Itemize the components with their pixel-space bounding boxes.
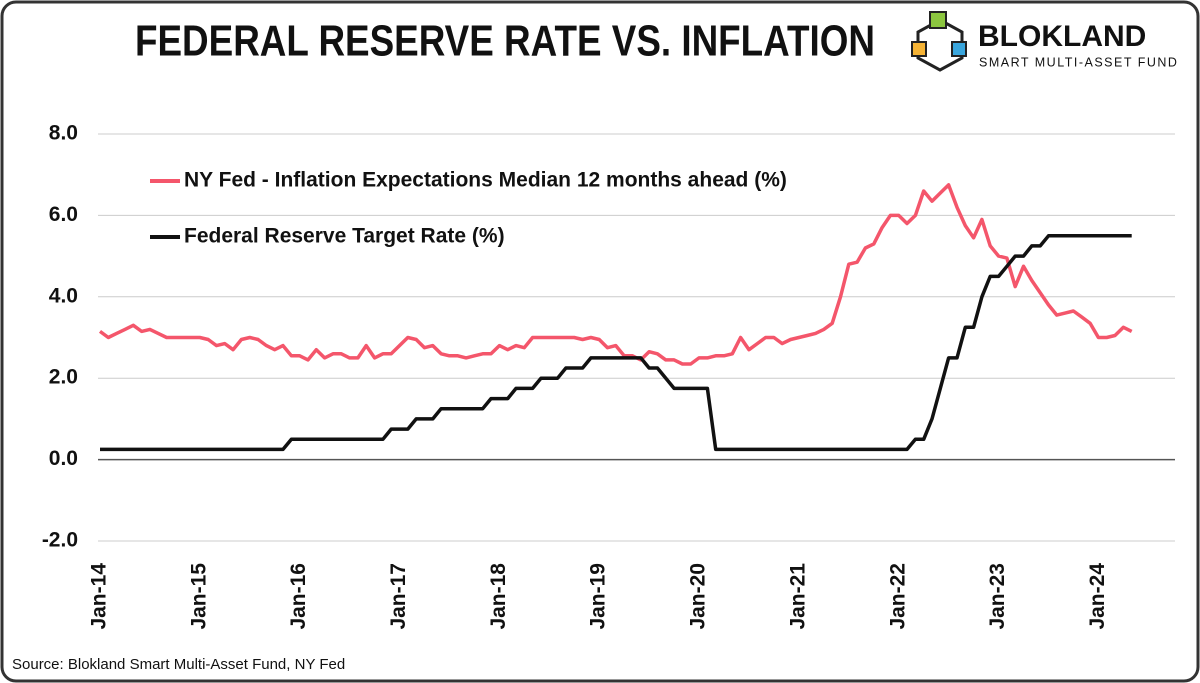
y-tick-label: -2.0 xyxy=(42,529,78,552)
series-line xyxy=(100,234,1132,452)
x-tick-label: Jan-23 xyxy=(986,563,1009,630)
x-tick-label: Jan-22 xyxy=(886,563,909,630)
x-tick-label: Jan-24 xyxy=(1086,563,1109,630)
x-tick-label: Jan-20 xyxy=(687,563,710,630)
x-tick-label: Jan-16 xyxy=(287,563,310,630)
y-tick-label: 2.0 xyxy=(49,366,78,389)
x-tick-label: Jan-14 xyxy=(88,563,111,630)
y-tick-label: 6.0 xyxy=(49,203,78,226)
logo-icon xyxy=(911,11,967,72)
x-tick-label: Jan-17 xyxy=(387,563,410,630)
legend-label: NY Fed - Inflation Expectations Median 1… xyxy=(184,169,787,192)
source: Source: Blokland Smart Multi-Asset Fund,… xyxy=(12,656,345,673)
series-line xyxy=(98,183,1133,366)
x-tick-label: Jan-19 xyxy=(587,563,610,630)
legend-label: Federal Reserve Target Rate (%) xyxy=(184,225,505,248)
brand-subtitle: SMART MULTI-ASSET FUND xyxy=(979,55,1178,69)
y-tick-label: 8.0 xyxy=(49,122,78,145)
x-tick-label: Jan-18 xyxy=(487,563,510,630)
y-tick-label: 4.0 xyxy=(49,284,78,307)
brand-name: BLOKLAND xyxy=(978,20,1146,53)
chart-title: FEDERAL RESERVE RATE VS. INFLATION xyxy=(135,17,875,66)
y-tick-label: 0.0 xyxy=(49,447,78,470)
x-tick-label: Jan-15 xyxy=(187,563,210,630)
x-tick-label: Jan-21 xyxy=(786,563,809,630)
